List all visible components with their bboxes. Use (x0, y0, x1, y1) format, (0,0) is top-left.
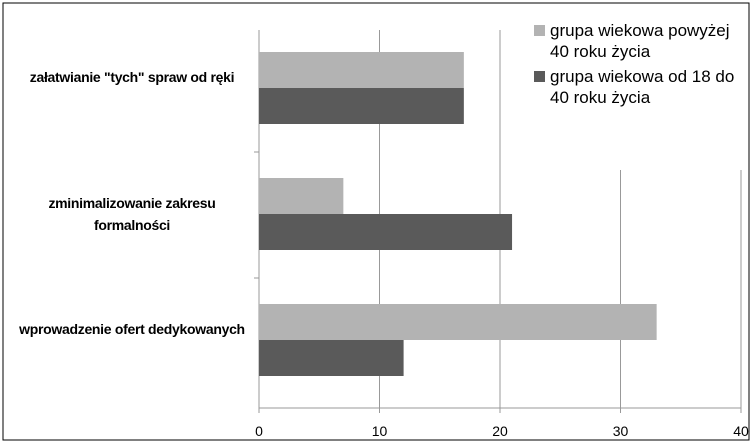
x-tick-label: 0 (255, 423, 263, 439)
y-tick-label: zminimalizowanie zakresu formalności (48, 195, 216, 233)
bar (259, 214, 513, 250)
y-tick-label: wprowadzenie ofert dedykowanych (19, 321, 245, 337)
legend-label: grupa wiekowa powyżej 40 roku życia (550, 21, 730, 61)
bar (259, 52, 464, 88)
x-tick-label: 30 (613, 423, 629, 439)
legend-swatch (534, 25, 545, 36)
legend-entry: grupa wiekowa powyżej 40 roku życia (530, 20, 744, 62)
x-tick-label: 20 (492, 423, 508, 439)
bar (259, 178, 344, 214)
legend-entry: grupa wiekowa od 18 do 40 roku życia (530, 66, 744, 108)
x-tick-label: 10 (372, 423, 388, 439)
x-tick-label: 40 (733, 423, 749, 439)
legend-label: grupa wiekowa od 18 do 40 roku życia (550, 67, 735, 107)
bar (259, 304, 657, 340)
bar (259, 88, 464, 124)
legend: grupa wiekowa powyżej 40 roku życia grupa… (530, 20, 744, 170)
bar (259, 340, 404, 376)
legend-swatch (534, 71, 545, 82)
y-tick-label: załatwianie "tych" spraw od ręki (29, 69, 235, 85)
